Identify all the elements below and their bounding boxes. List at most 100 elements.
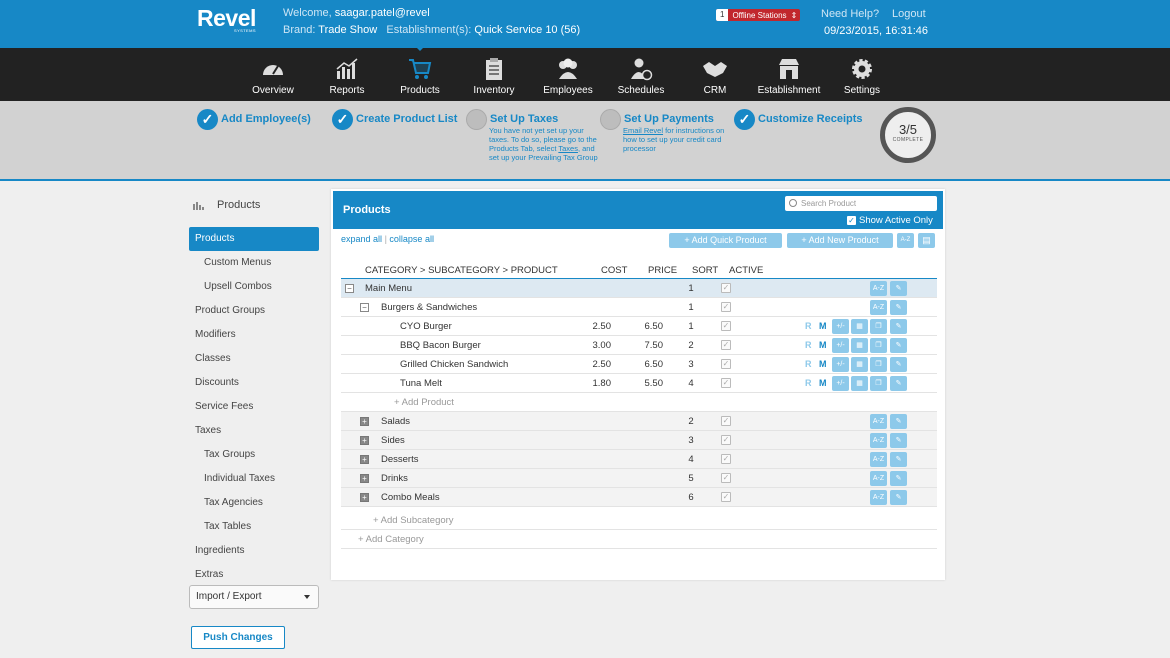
push-changes-button[interactable]: Push Changes [191,626,285,649]
subcategory-row-burgers[interactable]: − Burgers & Sandwiches 1 ✓ A-Z ✎ [341,298,937,317]
nav-schedules[interactable]: Schedules [601,48,681,101]
calendar-icon[interactable]: ▦ [851,338,868,353]
sidebar-item-ingredients[interactable]: Ingredients [195,545,245,556]
active-checkbox[interactable]: ✓ [721,473,731,483]
product-row[interactable]: CYO Burger 2.50 6.50 1 ✓ R M +/- ▦ ❐ ✎ [341,317,937,336]
expand-icon[interactable]: + [360,436,369,445]
checkbox-checked-icon[interactable]: ✓ [847,216,856,225]
add-quick-product-button[interactable]: + Add Quick Product [669,233,782,248]
subcategory-row-salads[interactable]: + Salads 2 ✓ A-Z ✎ [341,412,937,431]
sidebar-item-tax-groups[interactable]: Tax Groups [204,449,256,460]
nav-reports[interactable]: Reports [307,48,387,101]
sidebar-item-upsell-combos[interactable]: Upsell Combos [204,281,272,292]
calendar-icon[interactable]: ▦ [851,319,868,334]
add-subcategory-link[interactable]: + Add Subcategory [373,515,454,526]
active-checkbox[interactable]: ✓ [721,340,731,350]
modifier-icon[interactable]: +/- [832,376,849,391]
sort-az-icon[interactable]: A-Z [870,471,887,486]
sidebar-item-taxes[interactable]: Taxes [195,425,222,436]
add-category-link[interactable]: + Add Category [358,534,424,545]
nav-crm[interactable]: CRM [675,48,755,101]
edit-pencil-icon[interactable]: ✎ [890,338,907,353]
sidebar-item-service-fees[interactable]: Service Fees [195,401,254,412]
active-checkbox[interactable]: ✓ [721,454,731,464]
edit-pencil-icon[interactable]: ✎ [890,319,907,334]
edit-pencil-icon[interactable]: ✎ [890,452,907,467]
edit-pencil-icon[interactable]: ✎ [890,357,907,372]
edit-pencil-icon[interactable]: ✎ [890,471,907,486]
modifier-icon[interactable]: +/- [832,338,849,353]
edit-pencil-icon[interactable]: ✎ [890,433,907,448]
sidebar-item-tax-tables[interactable]: Tax Tables [204,521,252,532]
category-row-main-menu[interactable]: − Main Menu 1 ✓ A-Z ✎ [341,279,937,298]
product-row[interactable]: Tuna Melt 1.80 5.50 4 ✓ R M +/- ▦ ❐ ✎ [341,374,937,393]
sidebar-item-individual-taxes[interactable]: Individual Taxes [204,473,275,484]
edit-pencil-icon[interactable]: ✎ [890,300,907,315]
product-row[interactable]: Grilled Chicken Sandwich 2.50 6.50 3 ✓ R… [341,355,937,374]
modifier-icon[interactable]: +/- [832,357,849,372]
print-button[interactable]: ▤ [918,233,935,248]
collapse-all-link[interactable]: collapse all [389,234,434,244]
active-checkbox[interactable]: ✓ [721,416,731,426]
sort-az-icon[interactable]: A-Z [870,490,887,505]
nav-overview[interactable]: Overview [233,48,313,101]
active-checkbox[interactable]: ✓ [721,321,731,331]
copy-icon[interactable]: ❐ [870,357,887,372]
expand-icon[interactable]: + [360,455,369,464]
collapse-icon[interactable]: − [345,284,354,293]
import-export-select[interactable]: Import / Export [189,585,319,609]
edit-pencil-icon[interactable]: ✎ [890,281,907,296]
show-active-only-toggle[interactable]: ✓ Show Active Only [847,215,933,226]
m-button[interactable]: M [819,378,827,388]
offline-stations-dropdown[interactable]: 1 Offline Stations ⇕ [716,9,801,21]
sort-az-icon[interactable]: A-Z [870,281,887,296]
add-new-product-button[interactable]: + Add New Product [787,233,893,248]
active-checkbox[interactable]: ✓ [721,359,731,369]
add-product-link[interactable]: + Add Product [394,397,454,408]
r-button[interactable]: R [805,359,812,369]
r-button[interactable]: R [805,378,812,388]
establishment-name[interactable]: Quick Service 10 (56) [474,24,581,36]
sidebar-item-discounts[interactable]: Discounts [195,377,239,388]
sort-az-icon[interactable]: A-Z [870,452,887,467]
subcategory-row-sides[interactable]: + Sides 3 ✓ A-Z ✎ [341,431,937,450]
active-checkbox[interactable]: ✓ [721,302,731,312]
m-button[interactable]: M [819,321,827,331]
email-revel-link[interactable]: Email Revel [623,126,664,135]
active-checkbox[interactable]: ✓ [721,378,731,388]
nav-employees[interactable]: Employees [528,48,608,101]
copy-icon[interactable]: ❐ [870,319,887,334]
calendar-icon[interactable]: ▦ [851,376,868,391]
r-button[interactable]: R [805,321,812,331]
sidebar-item-tax-agencies[interactable]: Tax Agencies [204,497,263,508]
active-checkbox[interactable]: ✓ [721,283,731,293]
taxes-link[interactable]: Taxes [558,144,578,153]
nav-settings[interactable]: Settings [822,48,902,101]
sort-az-icon[interactable]: A-Z [870,300,887,315]
edit-pencil-icon[interactable]: ✎ [890,490,907,505]
revel-logo[interactable]: Revel [197,5,256,31]
sort-az-icon[interactable]: A-Z [870,414,887,429]
sidebar-item-custom-menus[interactable]: Custom Menus [204,257,272,268]
search-input[interactable]: Search Product [785,196,937,211]
brand-name[interactable]: Trade Show [318,24,378,36]
product-row[interactable]: BBQ Bacon Burger 3.00 7.50 2 ✓ R M +/- ▦… [341,336,937,355]
expand-icon[interactable]: + [360,417,369,426]
calendar-icon[interactable]: ▦ [851,357,868,372]
sort-az-button[interactable]: A-Z [897,233,914,248]
sidebar-item-modifiers[interactable]: Modifiers [195,329,236,340]
sidebar-item-extras[interactable]: Extras [195,569,224,580]
collapse-icon[interactable]: − [360,303,369,312]
active-checkbox[interactable]: ✓ [721,435,731,445]
sidebar-item-classes[interactable]: Classes [195,353,231,364]
sort-az-icon[interactable]: A-Z [870,433,887,448]
subcategory-row-desserts[interactable]: + Desserts 4 ✓ A-Z ✎ [341,450,937,469]
sidebar-item-product-groups[interactable]: Product Groups [195,305,266,316]
edit-pencil-icon[interactable]: ✎ [890,376,907,391]
nav-establishment[interactable]: Establishment [749,48,829,101]
expand-icon[interactable]: + [360,493,369,502]
nav-products[interactable]: Products [380,48,460,101]
edit-pencil-icon[interactable]: ✎ [890,414,907,429]
expand-all-link[interactable]: expand all [341,234,383,244]
need-help-link[interactable]: Need Help? [821,8,880,20]
